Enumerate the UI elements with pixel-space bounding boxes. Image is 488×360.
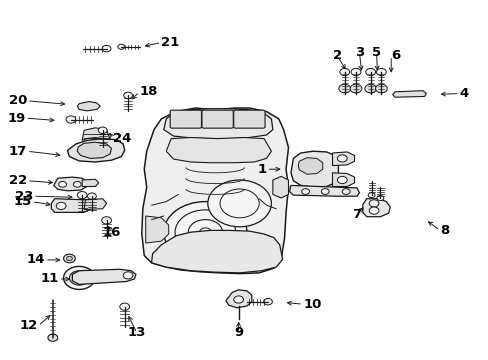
Circle shape	[321, 189, 328, 194]
Polygon shape	[362, 199, 389, 217]
Circle shape	[163, 202, 246, 263]
Polygon shape	[332, 152, 354, 166]
Text: 24: 24	[113, 132, 132, 145]
Circle shape	[338, 84, 350, 93]
Polygon shape	[289, 185, 359, 196]
FancyBboxPatch shape	[233, 110, 264, 128]
Circle shape	[337, 176, 346, 184]
Text: 4: 4	[459, 87, 468, 100]
Polygon shape	[77, 102, 100, 111]
Polygon shape	[51, 199, 90, 212]
FancyBboxPatch shape	[202, 110, 233, 128]
Text: 20: 20	[8, 94, 27, 107]
Text: 11: 11	[41, 273, 59, 285]
Circle shape	[376, 195, 383, 201]
Polygon shape	[290, 151, 338, 187]
Circle shape	[98, 127, 107, 134]
Circle shape	[175, 210, 235, 255]
Polygon shape	[54, 177, 87, 191]
Text: 15: 15	[14, 195, 32, 208]
Circle shape	[207, 180, 271, 227]
Circle shape	[365, 68, 375, 76]
Text: 10: 10	[303, 298, 321, 311]
Circle shape	[188, 220, 222, 245]
Circle shape	[102, 45, 111, 52]
Text: 7: 7	[352, 208, 361, 221]
Circle shape	[56, 202, 66, 210]
Circle shape	[364, 84, 376, 93]
Text: 5: 5	[371, 46, 380, 59]
Polygon shape	[163, 109, 272, 139]
Circle shape	[118, 44, 124, 49]
Circle shape	[63, 266, 95, 289]
Polygon shape	[142, 108, 288, 274]
Circle shape	[349, 84, 361, 93]
Circle shape	[376, 68, 386, 76]
Polygon shape	[84, 199, 106, 210]
Circle shape	[233, 296, 243, 303]
Circle shape	[73, 181, 81, 187]
Text: 9: 9	[234, 327, 243, 339]
Circle shape	[48, 334, 58, 341]
Text: 6: 6	[390, 49, 400, 62]
Text: 17: 17	[9, 145, 27, 158]
Text: 19: 19	[7, 112, 25, 125]
Polygon shape	[332, 173, 354, 186]
Polygon shape	[272, 176, 288, 198]
Text: 3: 3	[354, 46, 363, 59]
Text: 12: 12	[20, 319, 38, 332]
Text: 18: 18	[139, 85, 158, 98]
Polygon shape	[151, 230, 282, 273]
Polygon shape	[166, 138, 271, 163]
Text: 14: 14	[26, 253, 45, 266]
Circle shape	[123, 272, 133, 279]
Circle shape	[66, 256, 72, 261]
Circle shape	[337, 155, 346, 162]
Circle shape	[199, 228, 211, 237]
Circle shape	[301, 189, 309, 194]
Text: 8: 8	[439, 224, 448, 237]
Circle shape	[263, 298, 272, 305]
Text: 22: 22	[9, 174, 27, 187]
Circle shape	[87, 193, 96, 199]
Polygon shape	[72, 269, 136, 284]
Text: 2: 2	[332, 49, 341, 62]
Circle shape	[102, 217, 111, 224]
Circle shape	[63, 254, 75, 263]
Circle shape	[66, 116, 76, 123]
Circle shape	[375, 84, 386, 93]
Polygon shape	[82, 179, 99, 186]
Circle shape	[368, 200, 378, 207]
Circle shape	[69, 271, 89, 285]
Circle shape	[339, 68, 349, 76]
Polygon shape	[392, 91, 426, 97]
Text: 1: 1	[257, 163, 266, 176]
Text: 16: 16	[102, 226, 121, 239]
Polygon shape	[298, 158, 322, 174]
Text: 13: 13	[127, 327, 146, 339]
Circle shape	[59, 181, 66, 187]
Circle shape	[75, 275, 83, 281]
Circle shape	[342, 189, 349, 194]
Circle shape	[77, 192, 87, 199]
Polygon shape	[77, 142, 111, 158]
Circle shape	[368, 207, 378, 214]
Polygon shape	[82, 128, 110, 140]
Polygon shape	[225, 290, 251, 308]
Text: 21: 21	[161, 36, 179, 49]
Circle shape	[120, 303, 129, 310]
Polygon shape	[145, 216, 168, 243]
Polygon shape	[67, 139, 124, 162]
FancyBboxPatch shape	[170, 110, 201, 128]
Circle shape	[123, 92, 132, 99]
Text: 23: 23	[15, 190, 33, 203]
Circle shape	[220, 189, 259, 218]
Circle shape	[367, 193, 374, 198]
Circle shape	[350, 68, 360, 76]
